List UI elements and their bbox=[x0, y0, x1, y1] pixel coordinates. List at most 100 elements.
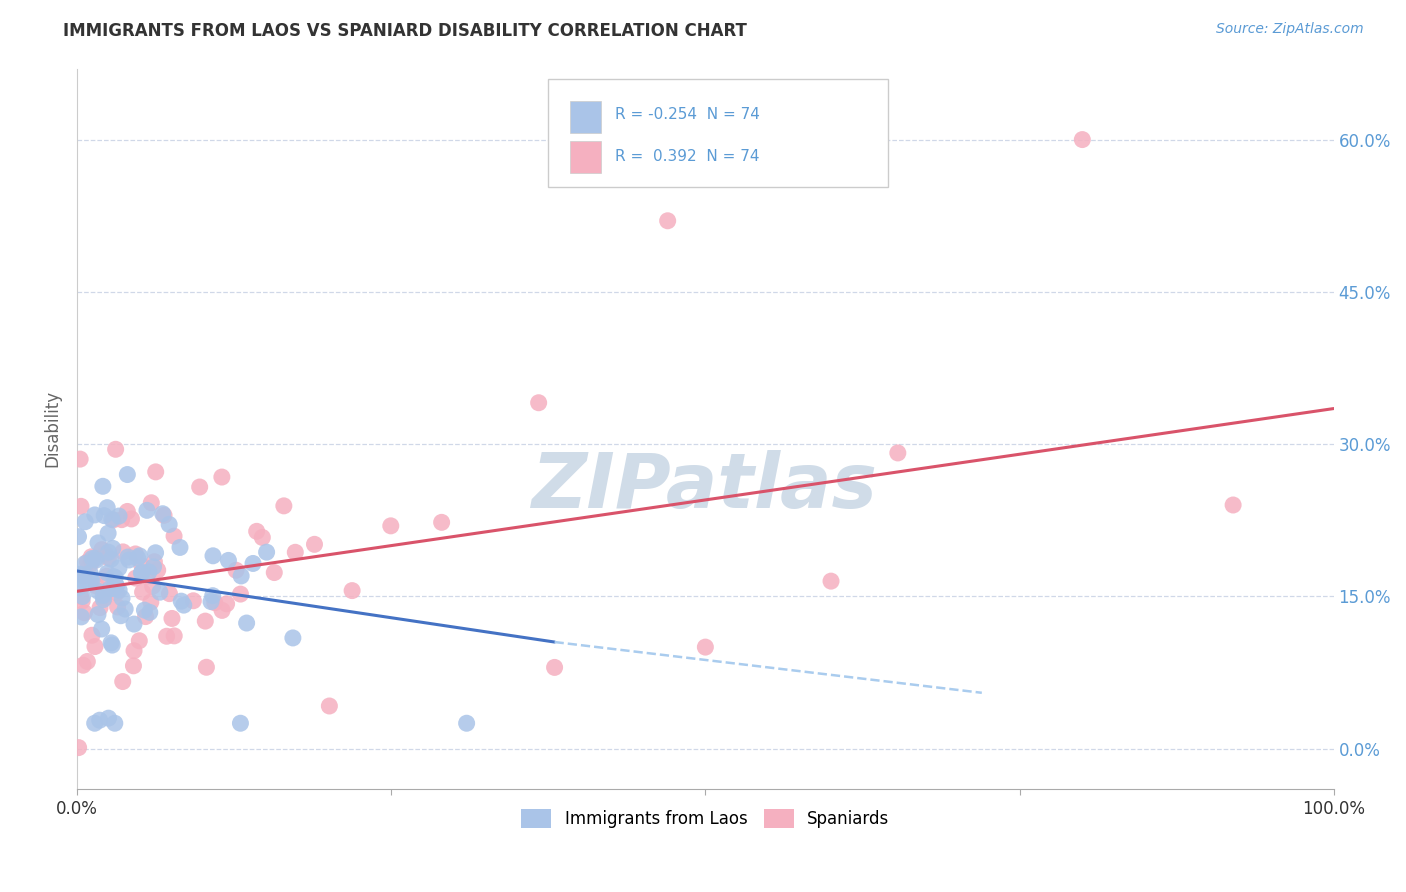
Point bbox=[152, 507, 174, 521]
Point bbox=[430, 516, 453, 530]
Point bbox=[380, 519, 402, 533]
Point bbox=[159, 587, 181, 601]
Point bbox=[169, 541, 191, 555]
Point bbox=[142, 579, 165, 593]
Point bbox=[149, 585, 172, 599]
Text: IMMIGRANTS FROM LAOS VS SPANIARD DISABILITY CORRELATION CHART: IMMIGRANTS FROM LAOS VS SPANIARD DISABIL… bbox=[63, 22, 747, 40]
Point bbox=[128, 633, 150, 648]
Point bbox=[101, 512, 124, 526]
Point bbox=[263, 566, 285, 580]
Point bbox=[90, 542, 112, 557]
Point bbox=[120, 512, 142, 526]
Point bbox=[160, 611, 183, 625]
Point bbox=[143, 555, 166, 569]
Point bbox=[125, 571, 148, 585]
Point bbox=[281, 631, 304, 645]
Point bbox=[117, 550, 139, 565]
Point bbox=[98, 582, 121, 596]
Point bbox=[118, 553, 141, 567]
Point bbox=[246, 524, 269, 539]
Point bbox=[122, 644, 145, 658]
Point bbox=[318, 698, 340, 713]
Point bbox=[101, 541, 124, 556]
Point bbox=[79, 573, 101, 587]
Point bbox=[456, 716, 478, 731]
Point bbox=[146, 563, 169, 577]
Point bbox=[80, 573, 103, 587]
Point bbox=[256, 545, 278, 559]
Point bbox=[252, 531, 274, 545]
Point bbox=[83, 508, 105, 522]
Point bbox=[141, 496, 163, 510]
Point bbox=[111, 591, 134, 606]
Text: R = -0.254  N = 74: R = -0.254 N = 74 bbox=[614, 107, 759, 122]
Point bbox=[103, 513, 125, 527]
Point bbox=[84, 579, 107, 593]
Point bbox=[204, 596, 226, 610]
Point bbox=[201, 589, 224, 603]
Point bbox=[103, 570, 125, 584]
Point bbox=[90, 622, 112, 636]
Point bbox=[820, 574, 842, 588]
Point bbox=[83, 716, 105, 731]
Point bbox=[87, 536, 110, 550]
Point bbox=[67, 530, 90, 544]
Point bbox=[96, 500, 118, 515]
Point bbox=[103, 582, 125, 596]
Point bbox=[84, 551, 107, 566]
Point bbox=[131, 585, 153, 599]
Point bbox=[80, 628, 103, 642]
Point bbox=[70, 573, 93, 587]
Point bbox=[188, 480, 211, 494]
Point bbox=[211, 603, 233, 617]
Point bbox=[104, 442, 127, 457]
Point bbox=[117, 467, 139, 482]
Point bbox=[201, 549, 224, 563]
Point bbox=[76, 655, 98, 669]
Point bbox=[73, 557, 96, 571]
Point bbox=[117, 504, 139, 518]
Y-axis label: Disability: Disability bbox=[44, 391, 60, 467]
Point bbox=[139, 595, 162, 609]
Point bbox=[122, 617, 145, 632]
Point bbox=[87, 607, 110, 622]
Point bbox=[695, 640, 717, 654]
Point bbox=[124, 547, 146, 561]
Point bbox=[70, 610, 93, 624]
Text: Source: ZipAtlas.com: Source: ZipAtlas.com bbox=[1216, 22, 1364, 37]
Point bbox=[110, 608, 132, 623]
Point bbox=[163, 529, 186, 543]
Point bbox=[284, 545, 307, 559]
Point bbox=[217, 553, 239, 567]
Point bbox=[136, 503, 159, 517]
Point bbox=[163, 629, 186, 643]
Point bbox=[200, 594, 222, 608]
Point bbox=[1222, 498, 1244, 512]
Point bbox=[105, 579, 128, 593]
Point bbox=[138, 565, 160, 579]
Point bbox=[108, 561, 131, 575]
Point bbox=[231, 569, 253, 583]
Point bbox=[1071, 132, 1094, 146]
Point bbox=[72, 658, 94, 673]
Point bbox=[70, 500, 93, 514]
Point bbox=[131, 558, 153, 573]
Bar bbox=[569, 141, 602, 173]
Point bbox=[153, 508, 176, 523]
Point bbox=[73, 606, 96, 620]
Point bbox=[70, 594, 93, 608]
Point bbox=[131, 566, 153, 580]
Point bbox=[194, 614, 217, 628]
Point bbox=[122, 658, 145, 673]
Point bbox=[145, 546, 167, 560]
Point bbox=[273, 499, 295, 513]
Point bbox=[89, 713, 111, 727]
Point bbox=[69, 590, 91, 604]
Point bbox=[170, 594, 193, 608]
Point bbox=[96, 566, 118, 580]
Point bbox=[111, 513, 134, 527]
Point bbox=[142, 559, 165, 574]
Point bbox=[157, 517, 180, 532]
Point bbox=[67, 581, 90, 595]
FancyBboxPatch shape bbox=[548, 79, 887, 187]
